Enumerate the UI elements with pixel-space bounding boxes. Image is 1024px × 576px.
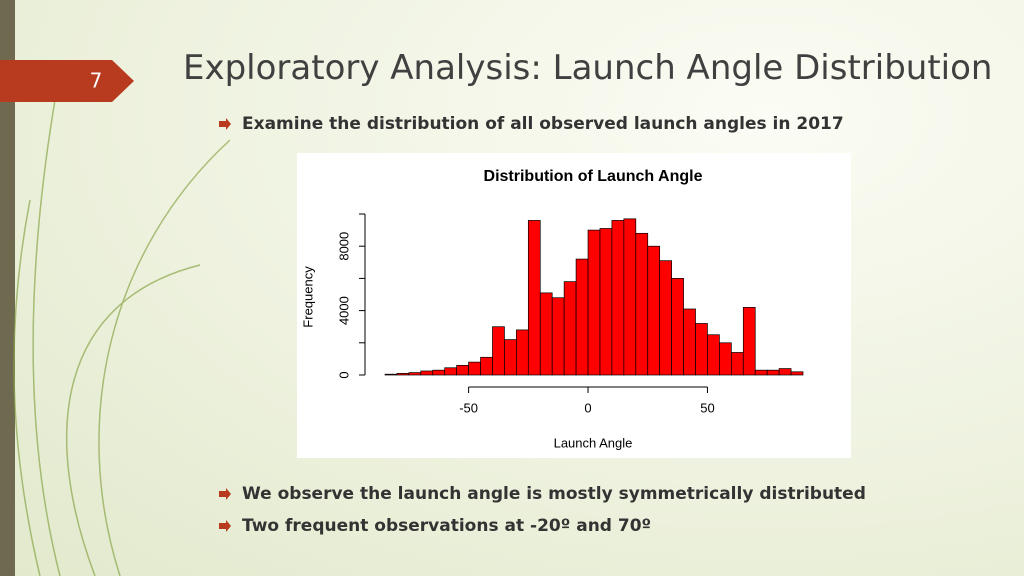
bar xyxy=(384,373,398,376)
bar xyxy=(623,218,637,376)
bar xyxy=(707,334,720,376)
bullet: We observe the launch angle is mostly sy… xyxy=(218,484,866,504)
bar xyxy=(396,373,410,376)
bar xyxy=(563,281,577,376)
bullet-text: We observe the launch angle is mostly sy… xyxy=(242,484,866,504)
x-tick-label: 0 xyxy=(584,400,591,415)
bar xyxy=(778,368,792,376)
bullet: Two frequent observations at -20º and 70… xyxy=(218,516,651,536)
bar xyxy=(516,329,529,376)
y-tick-label: 8000 xyxy=(336,232,351,261)
bar xyxy=(504,339,517,376)
bar xyxy=(790,371,804,376)
slide-title: Exploratory Analysis: Launch Angle Distr… xyxy=(183,48,993,88)
bar xyxy=(480,356,493,376)
bar xyxy=(492,326,505,376)
x-tick-label: -50 xyxy=(459,400,478,415)
chart-title: Distribution of Launch Angle xyxy=(484,168,703,185)
bar xyxy=(766,369,780,376)
bar xyxy=(551,297,565,376)
chart: Distribution of Launch Angle Launch Angl… xyxy=(297,153,851,458)
bar xyxy=(456,364,469,376)
bullet-text: Two frequent observations at -20º and 70… xyxy=(242,516,652,536)
bar xyxy=(742,307,756,376)
side-stripe xyxy=(0,0,15,576)
bullet-text: Examine the distribution of all observed… xyxy=(242,114,844,134)
bar xyxy=(671,278,684,376)
bar xyxy=(695,323,708,376)
x-axis-title: Launch Angle xyxy=(554,435,633,450)
bar xyxy=(408,372,422,376)
bar xyxy=(730,352,744,376)
decoration xyxy=(13,99,230,576)
bullet: Examine the distribution of all observed… xyxy=(218,114,844,134)
bar xyxy=(683,308,696,376)
bar xyxy=(575,258,589,376)
bar xyxy=(611,220,625,376)
bar xyxy=(420,370,434,376)
bar xyxy=(468,361,481,376)
y-tick-label: 0 xyxy=(336,371,351,378)
bar xyxy=(659,260,672,376)
x-tick-label: 50 xyxy=(700,400,714,415)
bar xyxy=(599,228,613,376)
bar xyxy=(444,367,458,376)
y-axis-title: Frequency xyxy=(300,266,315,328)
bar xyxy=(754,369,768,376)
bar xyxy=(719,342,732,376)
bar xyxy=(587,229,601,376)
bar xyxy=(527,220,541,376)
bar xyxy=(635,232,649,376)
y-tick-label: 4000 xyxy=(336,296,351,325)
slide-number: 7 xyxy=(90,69,103,93)
bar xyxy=(539,292,553,376)
bar xyxy=(647,245,661,376)
bar xyxy=(432,369,446,376)
slide-number-tag: 7 xyxy=(0,60,134,102)
